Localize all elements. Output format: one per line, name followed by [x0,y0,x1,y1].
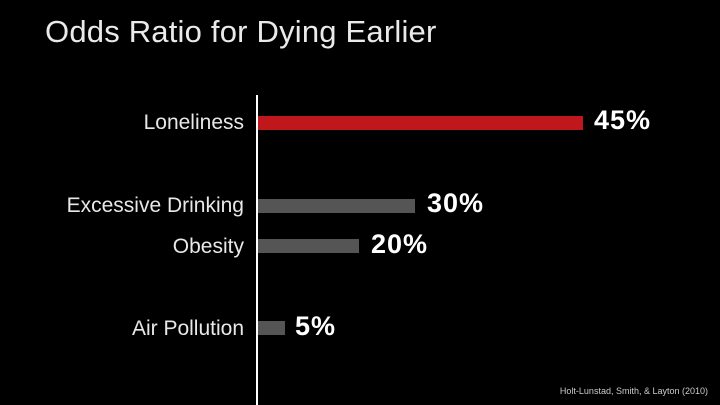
category-label-excessive-drinking: Excessive Drinking [66,194,244,217]
value-label-obesity: 20% [371,229,429,259]
category-label-loneliness: Loneliness [143,111,244,134]
value-label-excessive-drinking: 30% [427,188,485,218]
bar-excessive-drinking [258,199,415,213]
source-citation: Holt-Lunstad, Smith, & Layton (2010) [559,386,708,396]
bar-obesity [258,239,359,253]
bar-loneliness [258,116,583,130]
category-label-air-pollution: Air Pollution [131,317,244,340]
value-label-air-pollution: 5% [295,311,337,341]
chart-title: Odds Ratio for Dying Earlier [45,14,437,49]
category-label-obesity: Obesity [172,235,244,258]
y-axis-line [256,95,258,405]
bar-air-pollution [258,321,285,335]
value-label-loneliness: 45% [594,105,652,135]
